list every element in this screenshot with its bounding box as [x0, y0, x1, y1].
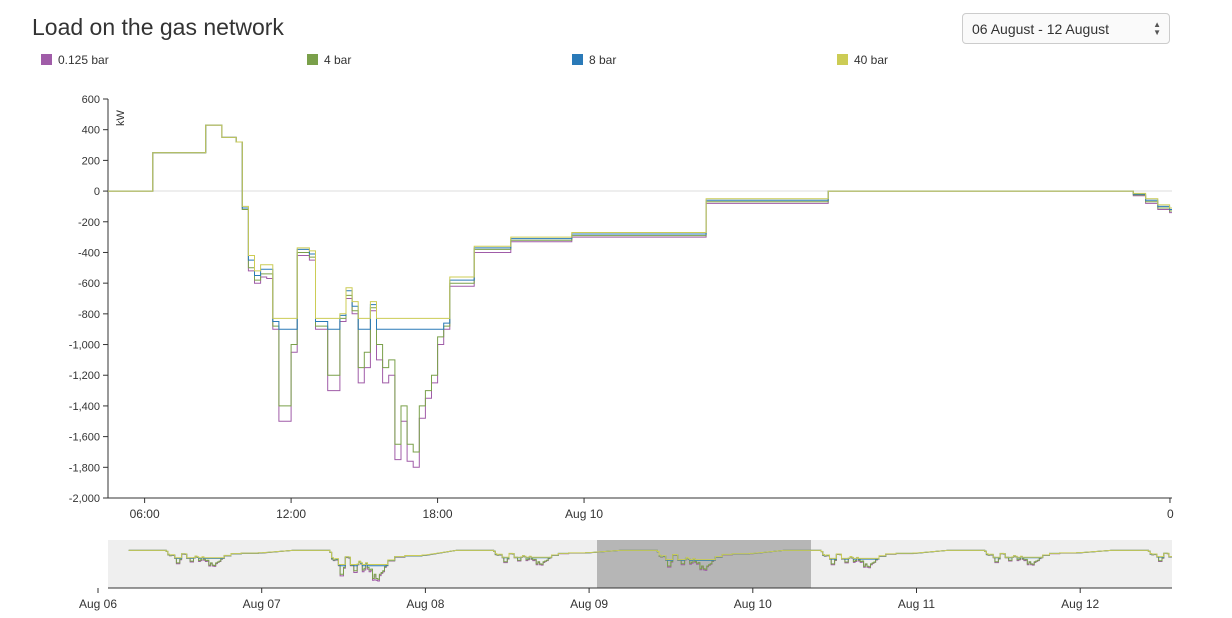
legend-swatch-4-bar [307, 54, 318, 65]
up-down-arrows-icon: ▲ ▼ [1153, 20, 1161, 37]
brush-series-group [128, 549, 1172, 582]
brush-x-tick-label: Aug 08 [406, 597, 444, 611]
y-tick-label: 400 [82, 125, 100, 137]
series-group [108, 124, 1172, 468]
brush-x-tick-label: Aug 09 [570, 597, 608, 611]
main-chart[interactable]: 600 400 200 0 -200 -400 -600 -800 -1,000 -1,200 -1… [0, 0, 1232, 530]
chart-legend: 0.125 bar 4 bar 8 bar 40 bar [0, 53, 1232, 69]
legend-item-0125-bar[interactable]: 0.125 bar [41, 53, 109, 67]
y-tick-label: -2,000 [69, 493, 100, 505]
y-tick-label: -1,400 [69, 401, 100, 413]
brush-x-tick-label: Aug 12 [1061, 597, 1099, 611]
y-tick-label: 600 [82, 94, 100, 106]
brush-x-tick-label: Aug 06 [79, 597, 117, 611]
y-tick-label: 0 [94, 186, 100, 198]
legend-label-0125-bar: 0.125 bar [58, 53, 109, 67]
x-tick-label: 18:00 [423, 507, 453, 521]
x-tick-label: Aug 10 [565, 507, 603, 521]
y-tick-label: -1,800 [69, 462, 100, 474]
y-tick-label: -800 [78, 309, 100, 321]
legend-item-40-bar[interactable]: 40 bar [837, 53, 888, 67]
brush-selection[interactable] [597, 540, 811, 588]
page-title: Load on the gas network [32, 14, 284, 40]
series-line-40-bar [108, 124, 1172, 319]
legend-item-8-bar[interactable]: 8 bar [572, 53, 616, 67]
y-tick-label: -1,000 [69, 340, 100, 352]
y-tick-label: -600 [78, 278, 100, 290]
legend-swatch-0125-bar [41, 54, 52, 65]
date-range-select[interactable]: 06 August - 12 August ▲ ▼ [962, 13, 1170, 44]
series-line-8-bar [108, 124, 1172, 330]
brush-navigator[interactable]: Aug 06 Aug 07 Aug 08 Aug 09 Aug 10 Aug 11 Aug … [0, 530, 1232, 618]
x-tick-label: 12:00 [276, 507, 306, 521]
y-tick-label: -200 [78, 217, 100, 229]
brush-series-line-40-bar [128, 549, 1172, 565]
x-tick-label: 0 [1167, 507, 1174, 521]
legend-label-8-bar: 8 bar [589, 53, 617, 67]
x-axis: 06:00 12:00 18:00 Aug 10 0 [108, 497, 1174, 521]
legend-swatch-40-bar [837, 54, 848, 65]
legend-label-4-bar: 4 bar [324, 53, 352, 67]
y-tick-label: 200 [82, 155, 100, 167]
y-tick-label: -400 [78, 247, 100, 259]
date-range-value: 06 August - 12 August [972, 21, 1109, 37]
brush-x-tick-label: Aug 11 [898, 597, 935, 611]
y-axis-label: kW [115, 109, 127, 126]
y-axis: 600 400 200 0 -200 -400 -600 -800 -1,000 -1,200 -1… [69, 94, 109, 505]
legend-item-4-bar[interactable]: 4 bar [307, 53, 351, 67]
y-tick-label: -1,600 [69, 432, 100, 444]
series-line-0-125-bar [108, 124, 1172, 468]
x-tick-label: 06:00 [130, 507, 160, 521]
series-line-4-bar [108, 124, 1172, 453]
brush-x-axis: Aug 06 Aug 07 Aug 08 Aug 09 Aug 10 Aug 11 Aug … [79, 587, 1172, 611]
legend-label-40-bar: 40 bar [854, 53, 889, 67]
brush-x-tick-label: Aug 07 [243, 597, 281, 611]
legend-swatch-8-bar [572, 54, 583, 65]
y-tick-label: -1,200 [69, 370, 100, 382]
brush-x-tick-label: Aug 10 [734, 597, 772, 611]
